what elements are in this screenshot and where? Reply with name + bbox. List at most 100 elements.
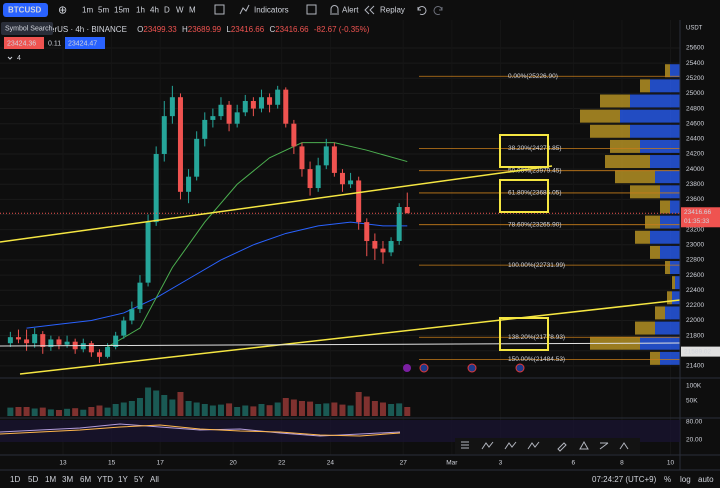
redo[interactable] — [433, 6, 443, 15]
interval-button[interactable]: 4h — [150, 6, 159, 15]
candle-body — [24, 339, 30, 344]
volume-bar — [388, 404, 395, 416]
profile-down — [610, 139, 640, 153]
legend-low-label: L — [226, 25, 231, 34]
auto-toggle[interactable]: auto — [698, 475, 714, 484]
candle-body — [331, 146, 337, 173]
event-icon[interactable] — [467, 363, 477, 373]
x-tick-label: 8 — [620, 460, 624, 467]
undo[interactable] — [417, 6, 427, 15]
y-tick-label: 22600 — [686, 272, 704, 279]
bid: 23424.36 — [7, 40, 36, 47]
tool-icon[interactable] — [619, 442, 629, 450]
range-button[interactable]: 1Y — [118, 475, 128, 484]
tool-icon[interactable] — [599, 442, 609, 450]
event-icon[interactable] — [403, 364, 411, 372]
range-button[interactable]: 3M — [62, 475, 73, 484]
volume-bar — [153, 390, 160, 416]
candle-body — [348, 180, 354, 185]
interval-button[interactable]: D — [164, 6, 170, 15]
volume-tick-label: 100K — [686, 383, 702, 390]
layout-icon[interactable] — [306, 4, 317, 15]
range-button[interactable]: 1D — [10, 475, 20, 484]
bid-box[interactable] — [4, 37, 44, 49]
candle-body — [64, 341, 70, 345]
volume-bar — [145, 387, 152, 416]
tool-icon[interactable] — [579, 440, 589, 450]
y-tick-label: 24400 — [686, 136, 704, 143]
last-price: 23416.66 — [684, 209, 711, 216]
indicators-button[interactable]: Indicators — [254, 6, 289, 15]
horizontal-line — [0, 342, 681, 347]
legend-high-label: H — [182, 25, 188, 34]
range-button[interactable]: 6M — [80, 475, 91, 484]
volume-bar — [128, 401, 135, 416]
interval-button[interactable]: 5m — [98, 6, 109, 15]
tool-icon[interactable] — [504, 441, 517, 450]
profile-up — [665, 306, 680, 320]
volume-bar — [47, 409, 54, 416]
symbol: BTCUSD — [8, 6, 42, 15]
profile-down — [605, 155, 650, 169]
candle-body — [186, 176, 192, 192]
tool-icon[interactable] — [481, 441, 494, 450]
candle-body — [218, 104, 224, 117]
interval-button[interactable]: W — [176, 6, 184, 15]
oscillator-line — [0, 424, 401, 437]
percent-toggle[interactable]: % — [664, 475, 671, 484]
legend-open: 23499.33 — [143, 25, 177, 34]
profile-down — [580, 109, 620, 123]
chart-type-icon[interactable] — [214, 4, 225, 15]
volume-bar — [242, 405, 249, 416]
event-icon[interactable] — [419, 363, 429, 373]
collapse-icon[interactable] — [7, 56, 13, 60]
countdown: 01:35:33 — [684, 218, 710, 225]
candle-body — [177, 97, 183, 192]
y-tick-label: 22400 — [686, 287, 704, 294]
replay-icon[interactable] — [364, 5, 375, 15]
interval-button[interactable]: M — [189, 6, 196, 15]
volume-bar — [80, 409, 87, 416]
indicators-icon[interactable] — [239, 4, 250, 15]
profile-down — [655, 306, 665, 320]
candle-body — [267, 97, 273, 105]
profile-up — [620, 109, 680, 123]
interval-button[interactable]: 1m — [82, 6, 93, 15]
profile-down — [590, 124, 630, 138]
candle-body — [40, 334, 46, 347]
symbol-button[interactable] — [3, 3, 48, 17]
alert-icon[interactable] — [330, 5, 339, 15]
range-button[interactable]: 1M — [45, 475, 56, 484]
tool-icon[interactable] — [557, 442, 567, 452]
profile-down — [635, 321, 655, 335]
range-button[interactable]: All — [150, 475, 159, 484]
event-icon[interactable] — [515, 363, 525, 373]
profile-up — [650, 79, 680, 93]
legend-change: -82.67 (-0.35%) — [314, 25, 370, 34]
volume-bar — [331, 402, 338, 416]
range-button[interactable]: 5D — [28, 475, 38, 484]
alert-button[interactable]: Alert — [342, 6, 359, 15]
y-tick-label: 22000 — [686, 317, 704, 324]
add-symbol[interactable]: ⊕ — [58, 4, 67, 16]
candle-body — [356, 180, 362, 223]
interval-button[interactable]: 15m — [114, 6, 130, 15]
interval-button[interactable]: 1h — [136, 6, 145, 15]
fib-label: 100.00%(22731.99) — [508, 262, 565, 269]
profile-up — [655, 321, 680, 335]
tool-icon[interactable] — [461, 441, 469, 449]
volume-bar — [88, 407, 95, 416]
range-button[interactable]: 5Y — [134, 475, 144, 484]
range-button[interactable]: YTD — [97, 475, 113, 484]
ask-box[interactable] — [65, 37, 105, 49]
log-toggle[interactable]: log — [680, 475, 691, 484]
replay-button[interactable]: Replay — [380, 6, 405, 15]
volume-bar — [250, 406, 257, 416]
candle-body — [275, 89, 281, 105]
x-tick-label: 20 — [230, 460, 238, 467]
y-tick-label: 24600 — [686, 120, 704, 127]
candle-body — [315, 165, 321, 189]
volume-bar — [234, 407, 241, 416]
volume-bar — [396, 403, 403, 416]
tool-icon[interactable] — [527, 441, 540, 450]
